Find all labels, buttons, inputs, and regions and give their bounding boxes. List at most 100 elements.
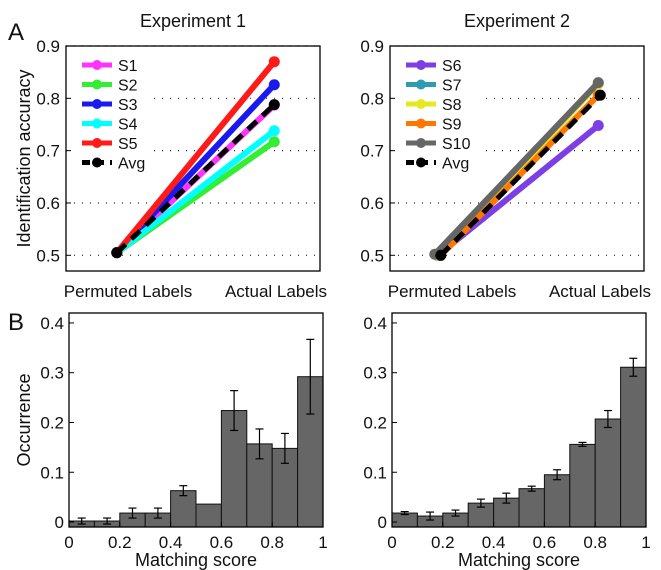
histogram-bar bbox=[518, 488, 545, 528]
y-tick-label: 0.8 bbox=[36, 89, 60, 108]
x-tick-label: 0 bbox=[64, 533, 73, 552]
y-tick-label: 0.8 bbox=[360, 89, 384, 108]
legend-marker bbox=[92, 79, 102, 90]
y-tick-label: 0.3 bbox=[363, 364, 387, 383]
panel-label-a: A bbox=[8, 19, 24, 46]
legend-marker bbox=[416, 138, 426, 148]
x-category-label: Actual Labels bbox=[549, 282, 651, 301]
y-tick-label: 0.9 bbox=[36, 37, 60, 56]
legend-marker bbox=[92, 157, 102, 168]
legend-marker bbox=[416, 118, 426, 129]
plot-frame bbox=[391, 312, 647, 528]
legend-marker bbox=[92, 138, 102, 148]
series-point bbox=[268, 56, 280, 68]
x-tick-label: 0 bbox=[387, 533, 396, 552]
legend-box bbox=[73, 53, 153, 175]
y-axis-label: Occurrence bbox=[14, 373, 34, 466]
histogram-bar bbox=[594, 418, 622, 528]
y-tick-label: 0.7 bbox=[36, 142, 60, 161]
y-tick-label: 0.1 bbox=[40, 463, 64, 482]
legend-label: S5 bbox=[118, 136, 138, 153]
y-tick-label: 0.6 bbox=[36, 194, 60, 213]
plot-frame bbox=[65, 45, 321, 272]
x-tick-label: 0.6 bbox=[533, 533, 557, 552]
x-axis-label: Matching score bbox=[458, 550, 580, 570]
chart-title: Experiment 1 bbox=[140, 11, 246, 31]
x-tick-label: 1 bbox=[318, 533, 327, 552]
x-tick-label: 0.4 bbox=[482, 533, 506, 552]
legend-label: Avg bbox=[118, 156, 145, 173]
series-point bbox=[111, 247, 123, 259]
legend-marker bbox=[416, 79, 426, 90]
legend-label: S7 bbox=[442, 78, 462, 95]
legend-marker bbox=[416, 60, 426, 70]
x-tick-label: 0.4 bbox=[159, 533, 183, 552]
y-tick-label: 0.2 bbox=[40, 413, 64, 432]
legend-marker bbox=[92, 118, 102, 129]
x-tick-label: 0.8 bbox=[260, 533, 284, 552]
line-chart-experiment-2: 0.5 0.6 0.7 0.8 0.9 Experiment 2 Permuted Labe… bbox=[360, 11, 651, 301]
series-point bbox=[592, 120, 604, 132]
legend-label: S4 bbox=[118, 117, 138, 134]
series-line bbox=[431, 79, 602, 258]
histogram-bar bbox=[195, 503, 222, 528]
series-point bbox=[592, 77, 604, 89]
histogram-bar bbox=[620, 366, 647, 528]
y-tick-label: 0.3 bbox=[40, 364, 64, 383]
legend-label: Avg bbox=[442, 156, 469, 173]
x-tick-label: 1 bbox=[641, 533, 650, 552]
legend-marker bbox=[416, 99, 426, 109]
y-tick-label: 0.4 bbox=[363, 314, 387, 333]
y-tick-label: 0 bbox=[378, 513, 387, 532]
chart-title: Experiment 2 bbox=[464, 11, 570, 31]
y-tick-label: 0.4 bbox=[40, 314, 64, 333]
y-tick-label: 0.9 bbox=[360, 37, 384, 56]
legend-label: S2 bbox=[118, 78, 138, 95]
y-tick-label: 0.6 bbox=[360, 194, 384, 213]
series-line bbox=[113, 58, 278, 256]
legend-label: S3 bbox=[118, 97, 138, 114]
y-axis-label: Identification accuracy bbox=[14, 69, 34, 247]
x-tick-label: 0.6 bbox=[210, 533, 234, 552]
legend-box bbox=[397, 53, 481, 175]
panel-label-b: B bbox=[8, 309, 24, 336]
histogram-bar bbox=[543, 474, 571, 528]
legend-marker bbox=[92, 99, 102, 109]
y-tick-label: 0 bbox=[55, 513, 64, 532]
histogram-bar bbox=[569, 443, 596, 528]
plot-frame bbox=[389, 45, 645, 272]
histogram-left: 0 0.1 0.2 0.3 0.4 0 0.2 0.4 0.6 0.8 1 Matching scor… bbox=[14, 312, 328, 570]
series-point bbox=[268, 79, 280, 91]
series-point bbox=[435, 249, 447, 261]
legend-label: S10 bbox=[442, 136, 471, 153]
legend-marker bbox=[92, 60, 102, 70]
series-line bbox=[113, 127, 278, 256]
plot-frame bbox=[68, 312, 324, 528]
x-tick-label: 0.2 bbox=[108, 533, 132, 552]
x-category-label: Permuted Labels bbox=[388, 282, 517, 301]
y-tick-label: 0.2 bbox=[363, 413, 387, 432]
x-axis-label: Matching score bbox=[135, 550, 257, 570]
series-point bbox=[268, 125, 280, 137]
series-line bbox=[115, 102, 276, 255]
legend-label: S1 bbox=[118, 58, 138, 75]
x-tick-label: 0.8 bbox=[583, 533, 607, 552]
line-chart-experiment-1: 0.5 0.6 0.7 0.8 0.9 Experiment 1 Permuted Labe… bbox=[14, 11, 327, 301]
legend-marker bbox=[416, 157, 426, 168]
legend-label: S8 bbox=[442, 97, 462, 114]
series-point bbox=[268, 136, 280, 148]
series-point bbox=[268, 99, 280, 111]
y-tick-label: 0.7 bbox=[360, 142, 384, 161]
x-tick-label: 0.2 bbox=[431, 533, 455, 552]
y-tick-label: 0.1 bbox=[363, 463, 387, 482]
x-category-label: Permuted Labels bbox=[64, 282, 193, 301]
x-category-label: Actual Labels bbox=[225, 282, 327, 301]
y-tick-label: 0.5 bbox=[36, 246, 60, 265]
series-line bbox=[439, 93, 603, 258]
histogram-right: 0 0.1 0.2 0.3 0.4 0 0.2 0.4 0.6 0.8 1 Matching scor… bbox=[363, 312, 651, 570]
y-tick-label: 0.5 bbox=[360, 246, 384, 265]
series-point bbox=[594, 89, 606, 101]
legend-label: S6 bbox=[442, 58, 462, 75]
legend-label: S9 bbox=[442, 117, 462, 134]
